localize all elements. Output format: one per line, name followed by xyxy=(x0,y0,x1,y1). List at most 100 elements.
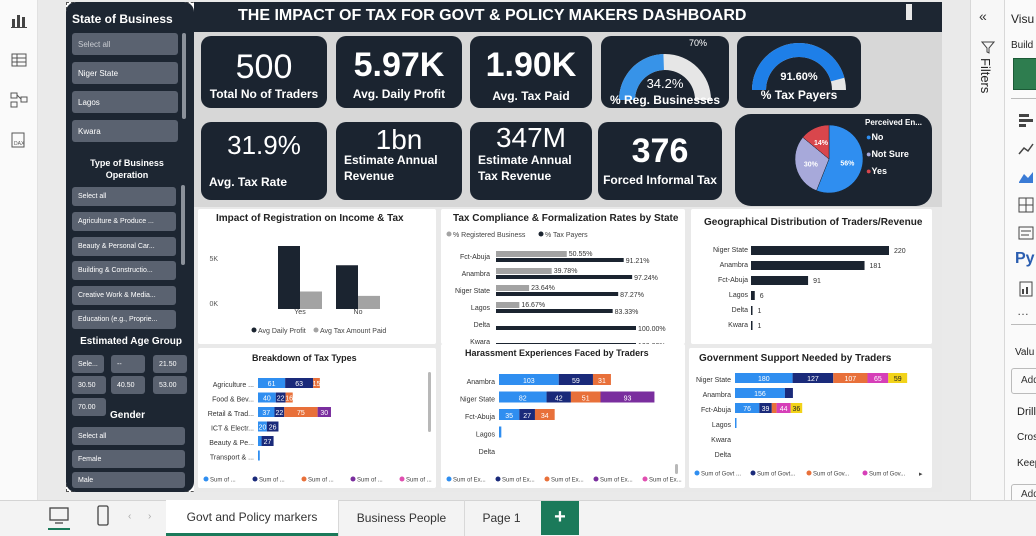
reg-gauge xyxy=(619,54,711,100)
cross-report-label[interactable]: Cros xyxy=(1017,432,1036,443)
scroll-left-icon[interactable]: ‹ xyxy=(128,511,132,522)
bar-segment xyxy=(735,418,737,428)
dax-query-icon[interactable]: DAX xyxy=(9,130,29,150)
gender-select-all[interactable]: Select all xyxy=(72,427,185,445)
bar-niger-state-1 xyxy=(496,292,619,296)
bar-segment xyxy=(499,409,520,420)
tax-compliance-chart[interactable]: Tax Compliance & Formalization Rates by … xyxy=(441,209,685,344)
type-agriculture[interactable]: Agriculture & Produce ... xyxy=(72,212,176,231)
gender-female[interactable]: Female xyxy=(72,450,185,468)
state-select-all[interactable]: Select all xyxy=(72,33,178,55)
more-icon[interactable]: … xyxy=(1017,304,1029,318)
data-label: 100.00% xyxy=(638,326,666,333)
govt-support-chart[interactable]: Government Support Needed by Traders Nig… xyxy=(689,348,932,488)
state-scrollbar[interactable] xyxy=(182,33,186,119)
legend-label: Avg Tax Amount Paid xyxy=(320,328,386,335)
card-visual-icon[interactable] xyxy=(1017,224,1035,242)
legend-label: Sum of ... xyxy=(357,478,383,484)
header-marker xyxy=(906,4,912,20)
filter-icon xyxy=(981,41,995,54)
area-visual-icon[interactable] xyxy=(1017,168,1035,186)
bar-segment xyxy=(258,378,286,388)
y-tick-label: Niger State xyxy=(713,247,748,254)
bar-segment xyxy=(546,391,571,403)
data-label: 91 xyxy=(813,278,821,285)
tab-page-1[interactable]: Page 1 xyxy=(464,500,538,536)
mobile-layout-icon[interactable] xyxy=(96,505,110,527)
legend-label: Sum of Ex... xyxy=(453,478,486,484)
filters-pane[interactable]: « Filters xyxy=(970,0,1004,500)
legend-label: Sum of ... xyxy=(210,478,236,484)
legend-marker xyxy=(694,470,700,476)
filters-label[interactable]: Filters xyxy=(978,58,993,94)
age-4050[interactable]: 40.50 xyxy=(111,376,145,394)
bar-segment xyxy=(258,392,276,403)
pie-legend-no[interactable]: ●No xyxy=(866,132,884,142)
y-tick-label: Kwara xyxy=(728,322,748,329)
line-visual-icon[interactable] xyxy=(1017,140,1035,158)
bar-segment xyxy=(258,421,267,432)
type-beauty[interactable]: Beauty & Personal Car... xyxy=(72,237,176,256)
bar-segment xyxy=(261,436,274,446)
matrix-visual-icon[interactable] xyxy=(1017,196,1035,214)
pie-legend-yes[interactable]: ●Yes xyxy=(866,166,887,176)
visualizations-pane[interactable]: Visu Build Py … Valu Add Drill Cros Keep… xyxy=(1004,0,1036,506)
age-7000[interactable]: 70.00 xyxy=(72,398,106,416)
python-visual-icon[interactable]: Py xyxy=(1015,250,1035,267)
legend-label: Sum of Gov... xyxy=(813,472,850,478)
data-label: 27 xyxy=(264,439,272,446)
chart-title: Tax Compliance & Formalization Rates by … xyxy=(453,213,679,224)
type-scrollbar[interactable] xyxy=(181,185,185,265)
age-select[interactable]: Sele... xyxy=(72,355,104,373)
gender-male[interactable]: Male xyxy=(72,472,185,488)
kpi-value: 34.2% xyxy=(646,76,684,91)
data-label: 180 xyxy=(758,376,770,383)
kpi-value: 1bn xyxy=(375,124,423,155)
data-label: 59 xyxy=(572,378,580,385)
tab-govt-policy[interactable]: Govt and Policy markers xyxy=(166,500,338,536)
age-3050[interactable]: 30.50 xyxy=(72,376,106,394)
data-label: 93 xyxy=(624,396,632,403)
legend-marker xyxy=(252,476,258,482)
type-education[interactable]: Education (e.g., Proprie... xyxy=(72,310,176,329)
report-visual-icon[interactable] xyxy=(1017,280,1035,298)
data-label: 1 xyxy=(758,323,762,330)
type-creative[interactable]: Creative Work & Media... xyxy=(72,286,176,305)
model-view-icon[interactable] xyxy=(9,90,29,110)
age-blank[interactable]: -- xyxy=(111,355,145,373)
bar-anambra xyxy=(751,261,865,270)
table-visual-icon[interactable] xyxy=(1013,58,1036,90)
gender-slicer-title: Gender xyxy=(110,410,146,421)
type-building[interactable]: Building & Constructio... xyxy=(72,261,176,280)
type-select-all[interactable]: Select all xyxy=(72,187,176,206)
pie-card: 56% 30% 14% Perceived En... ●No ●Not Sure … xyxy=(735,114,932,206)
y-tick-label: Anambra xyxy=(720,262,749,269)
scroll-right-icon[interactable]: › xyxy=(148,511,152,522)
registration-impact-chart[interactable]: Impact of Registration on Income & Tax 5… xyxy=(198,209,436,344)
kpi-annual-revenue: 1bn Estimate Annual Revenue xyxy=(336,122,462,200)
age-2150[interactable]: 21.50 xyxy=(153,355,187,373)
harassment-chart[interactable]: Harassment Experiences Faced by Traders … xyxy=(441,344,685,488)
pie-slice-yes xyxy=(802,124,830,160)
tab-business-people[interactable]: Business People xyxy=(338,500,464,536)
keep-filters-label[interactable]: Keep xyxy=(1017,458,1036,469)
state-kwara[interactable]: Kwara xyxy=(72,120,178,142)
data-label: 15 xyxy=(313,381,321,388)
pie-slice-label: 56% xyxy=(840,161,855,168)
bar-visual-icon[interactable] xyxy=(1017,112,1035,130)
collapse-chevron-icon[interactable]: « xyxy=(979,8,987,24)
bar-segment xyxy=(284,407,318,417)
geo-distribution-chart[interactable]: Geographical Distribution of Traders/Rev… xyxy=(691,209,932,344)
add-values-field[interactable]: Add xyxy=(1011,368,1036,394)
age-slicer-title: Estimated Age Group xyxy=(80,336,182,347)
report-view-icon[interactable] xyxy=(9,10,29,30)
pie-legend-not-sure[interactable]: ●Not Sure xyxy=(866,149,909,159)
table-view-icon[interactable] xyxy=(9,50,29,70)
add-page-button[interactable]: + xyxy=(541,501,579,535)
tax-types-chart[interactable]: Breakdown of Tax Types Agriculture ... 61… xyxy=(198,348,436,488)
legend-label: Sum of ... xyxy=(308,478,334,484)
state-lagos[interactable]: Lagos xyxy=(72,91,178,113)
age-5300[interactable]: 53.00 xyxy=(153,376,187,394)
state-niger[interactable]: Niger State xyxy=(72,62,178,84)
desktop-layout-icon[interactable] xyxy=(48,506,70,526)
